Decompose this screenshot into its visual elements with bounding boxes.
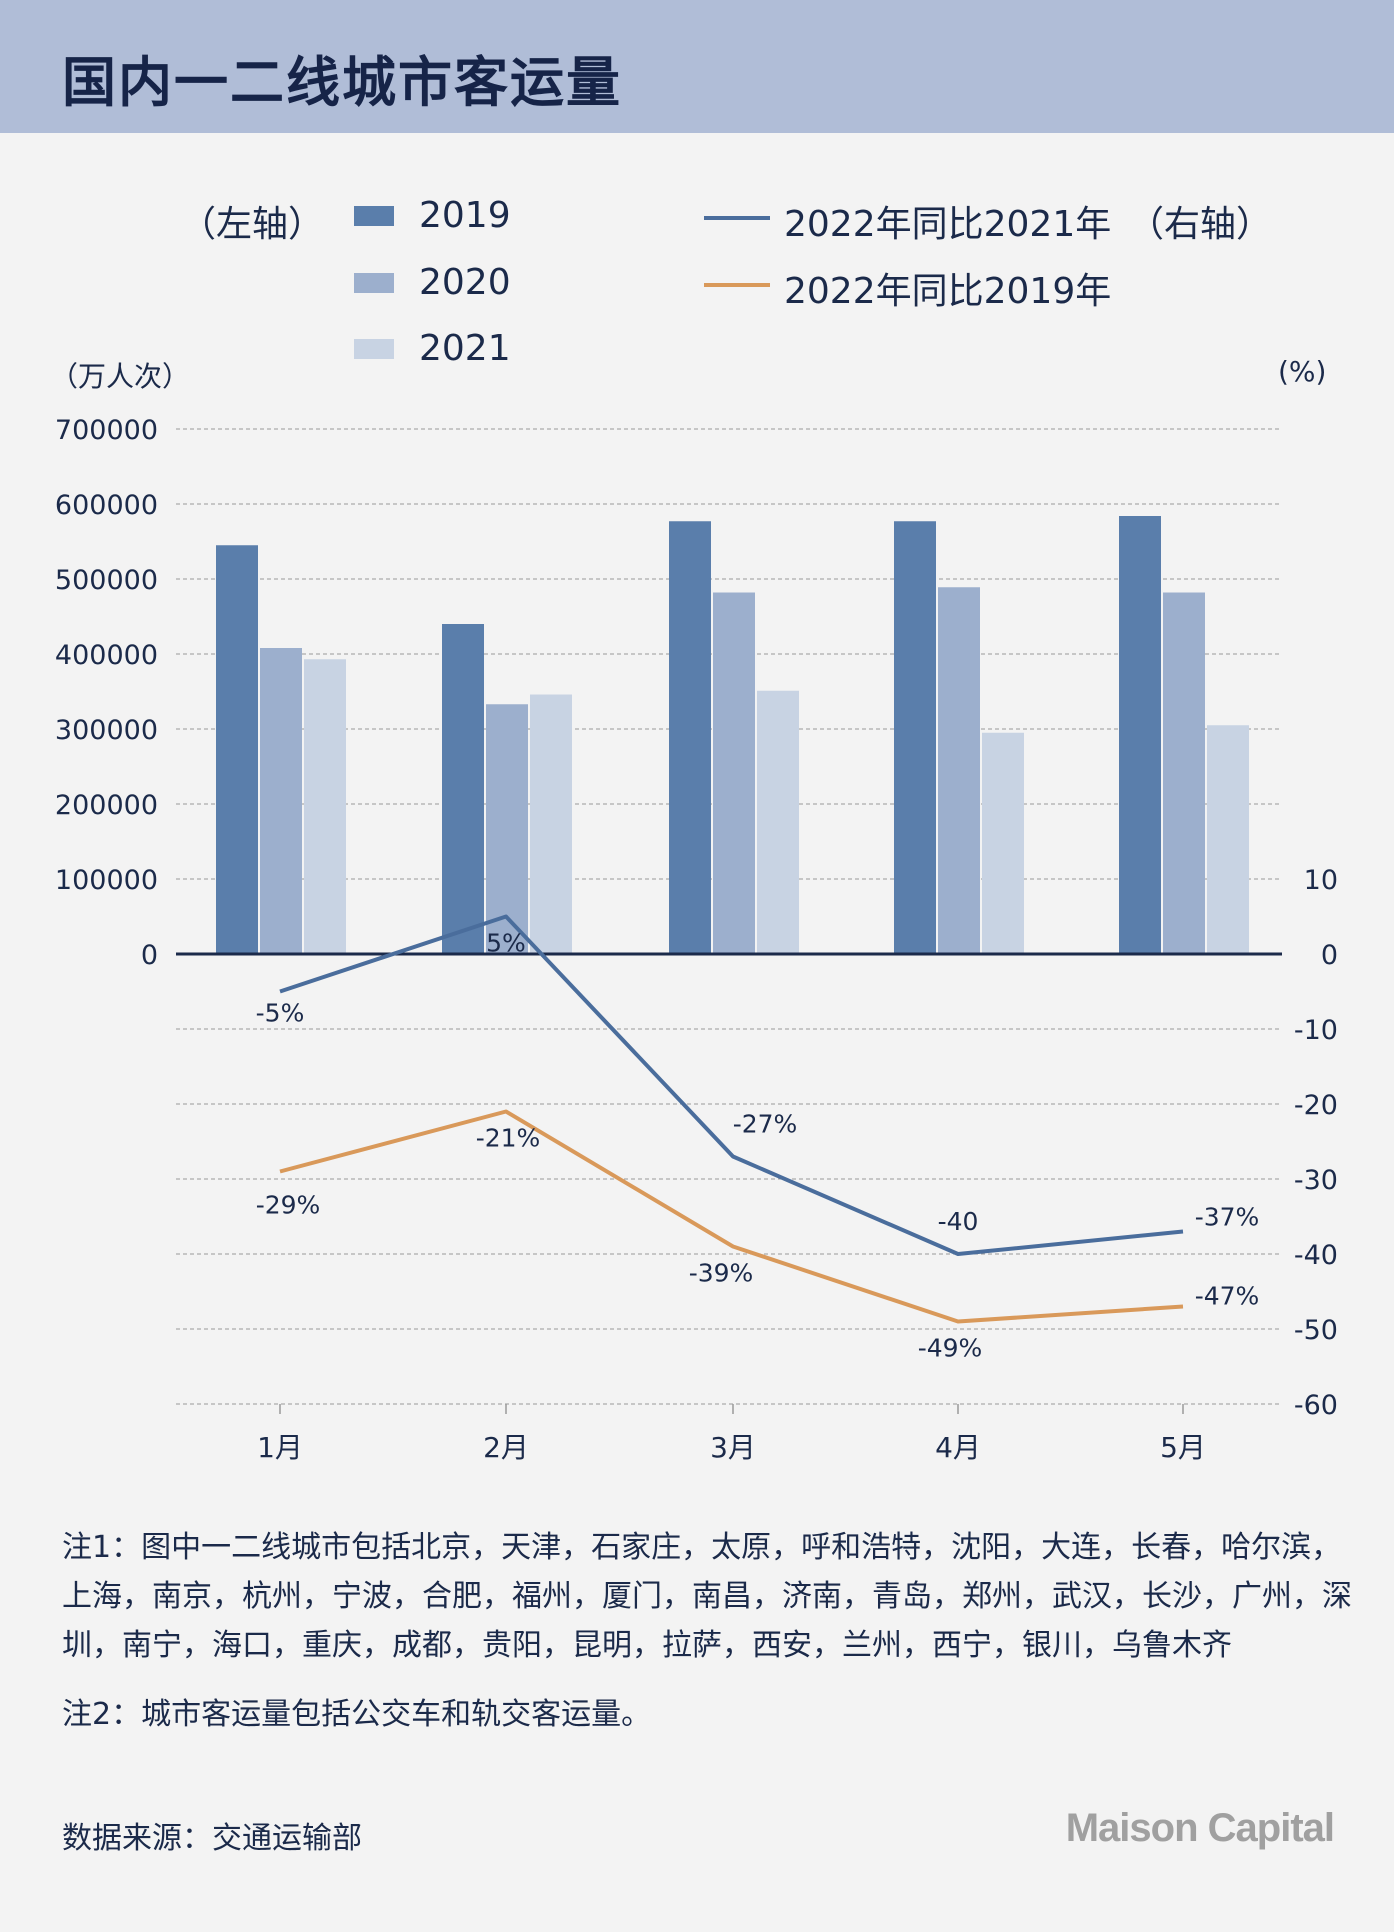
bar-2019 xyxy=(1119,516,1161,954)
data-label: -47% xyxy=(1195,1282,1260,1311)
bar-2021 xyxy=(1207,725,1249,954)
brand-logo: Maison Capital xyxy=(1065,1806,1335,1850)
bar-2021 xyxy=(304,659,346,954)
bar-2021 xyxy=(757,690,799,954)
bar-2020 xyxy=(260,648,302,954)
bar-2019 xyxy=(894,521,936,954)
bar-2020 xyxy=(486,704,528,954)
right-tick-label: -20 xyxy=(1294,1090,1338,1121)
bar-2020 xyxy=(1163,592,1205,954)
legend-line-yoy-2019 xyxy=(704,283,770,287)
combo-chart: 7000006000005000004000003000002000001000… xyxy=(55,415,1338,1464)
data-label: -5% xyxy=(256,999,305,1028)
legend-label-2020: 2020 xyxy=(419,262,511,303)
bar-2019 xyxy=(669,521,711,954)
left-tick-label: 0 xyxy=(141,940,158,971)
bar-2019 xyxy=(442,624,484,954)
data-label: -27% xyxy=(733,1110,798,1139)
line-2022年同比2019年 xyxy=(279,1109,1184,1324)
data-label: -39% xyxy=(689,1259,754,1288)
data-label: -21% xyxy=(476,1124,541,1153)
bar-2021 xyxy=(982,732,1024,954)
data-label: -29% xyxy=(256,1191,321,1220)
left-tick-label: 200000 xyxy=(55,790,158,821)
legend-line-yoy-2021 xyxy=(704,216,770,220)
data-label: 5% xyxy=(486,929,526,958)
right-tick-label: -40 xyxy=(1294,1240,1338,1271)
legend-right-axis-label: （右轴） xyxy=(1128,204,1273,245)
note-1: 注1：图中一二线城市包括北京，天津，石家庄，太原，呼和浩特，沈阳，大连，长春，哈… xyxy=(62,1530,1352,1663)
left-axis-unit: （万人次） xyxy=(50,360,191,393)
legend-label-yoy-2021: 2022年同比2021年 xyxy=(784,204,1112,245)
right-tick-label: -50 xyxy=(1294,1315,1338,1346)
x-category-label: 1月 xyxy=(257,1431,303,1464)
right-tick-label: -30 xyxy=(1294,1165,1338,1196)
right-tick-label: 10 xyxy=(1304,865,1338,896)
legend-swatch-2019 xyxy=(354,206,394,226)
x-category-label: 4月 xyxy=(935,1431,981,1464)
data-source: 数据来源：交通运输部 xyxy=(62,1821,362,1856)
data-label: -37% xyxy=(1195,1203,1260,1232)
x-category-label: 2月 xyxy=(483,1431,529,1464)
right-tick-label: 0 xyxy=(1321,940,1338,971)
line-2022年同比2021年 xyxy=(279,914,1184,1256)
legend-swatch-2020 xyxy=(354,273,394,293)
left-tick-label: 300000 xyxy=(55,715,158,746)
note-2: 注2：城市客运量包括公交车和轨交客运量。 xyxy=(62,1697,652,1732)
header-bar: 国内一二线城市客运量 xyxy=(0,0,1394,133)
bar-2020 xyxy=(938,587,980,954)
left-tick-label: 400000 xyxy=(55,640,158,671)
left-tick-label: 600000 xyxy=(55,490,158,521)
data-label: -49% xyxy=(918,1334,983,1363)
chart-title: 国内一二线城市客运量 xyxy=(62,51,622,114)
legend-left-axis-label: （左轴） xyxy=(180,204,325,245)
left-tick-label: 500000 xyxy=(55,565,158,596)
bar-2021 xyxy=(530,694,572,954)
legend-label-yoy-2019: 2022年同比2019年 xyxy=(784,271,1112,312)
left-tick-label: 700000 xyxy=(55,415,158,446)
left-tick-label: 100000 xyxy=(55,865,158,896)
legend-swatch-2021 xyxy=(354,339,394,359)
right-tick-label: -10 xyxy=(1294,1015,1338,1046)
legend-label-2019: 2019 xyxy=(419,195,511,236)
x-category-label: 5月 xyxy=(1160,1431,1206,1464)
right-axis-unit: (%) xyxy=(1278,355,1327,388)
bar-2020 xyxy=(713,592,755,954)
legend-label-2021: 2021 xyxy=(419,328,511,369)
bar-2019 xyxy=(216,545,258,954)
data-label: -40 xyxy=(938,1207,979,1236)
x-category-label: 3月 xyxy=(710,1431,756,1464)
right-tick-label: -60 xyxy=(1294,1390,1338,1421)
